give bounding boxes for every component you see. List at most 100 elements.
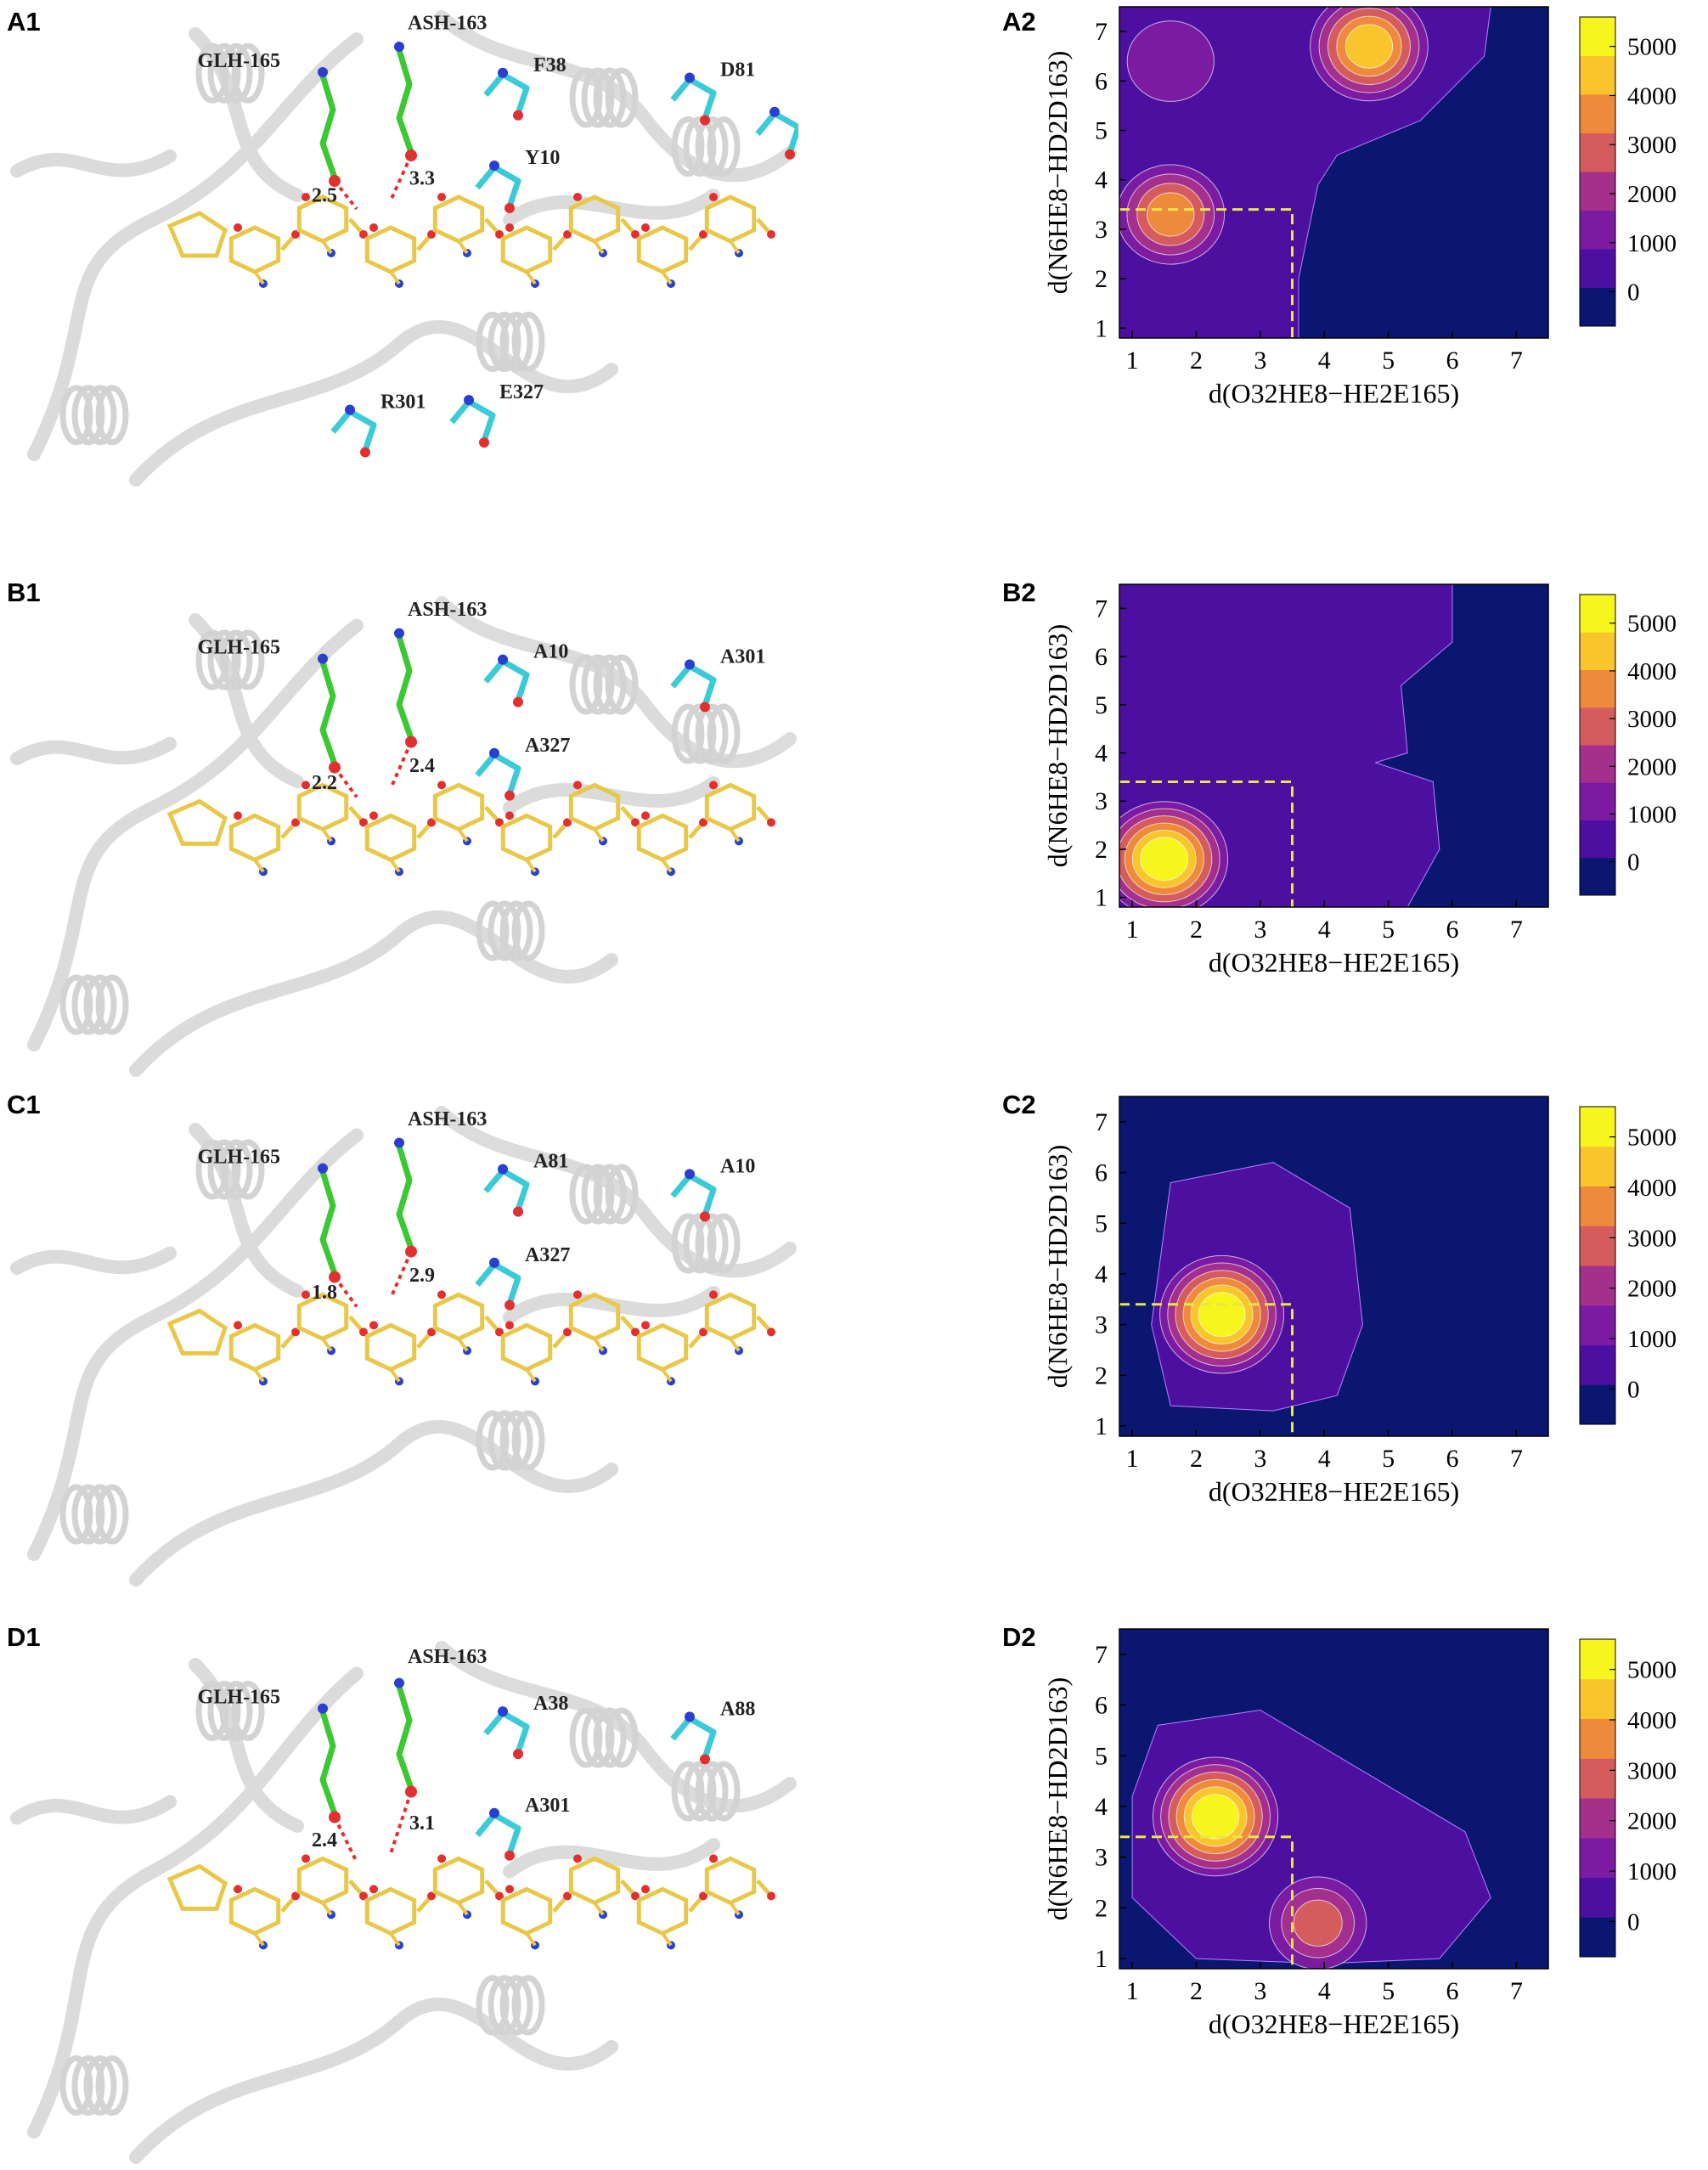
distance-label: 2.4 xyxy=(409,755,435,777)
y-tick-label: 7 xyxy=(1095,18,1108,46)
distance-label: 1.8 xyxy=(312,1282,337,1304)
protein-helix xyxy=(231,42,265,104)
protein-helix xyxy=(581,1164,615,1225)
oxygen-atom xyxy=(513,696,523,707)
hydrogen-bond xyxy=(389,1250,413,1299)
x-tick-label: 2 xyxy=(1190,1445,1203,1473)
colorbar-segment xyxy=(1580,1384,1615,1425)
oxygen-atom xyxy=(767,818,775,827)
y-tick-label: 1 xyxy=(1095,314,1108,342)
protein-helix xyxy=(231,629,265,690)
catalytic-residues xyxy=(318,628,417,774)
threshold-dashed-line xyxy=(1119,208,1294,338)
colorbar-tick-label: 1000 xyxy=(1627,1326,1677,1353)
hydrogen-bond xyxy=(333,766,358,798)
residue-stick-cyan xyxy=(670,1172,717,1216)
protein-ribbon xyxy=(10,1246,177,1275)
oxygen-atom xyxy=(505,203,515,213)
acetyl-bond xyxy=(729,1338,741,1352)
sugar-ring xyxy=(228,1322,281,1372)
sugar-ring xyxy=(296,1856,349,1906)
oxygen-atom xyxy=(427,230,436,239)
y-axis-label: d(N6HE8−HD2D163) xyxy=(1042,1145,1073,1388)
hydrogen-bond xyxy=(389,741,413,790)
residue-label-green: GLH-165 xyxy=(198,1687,280,1709)
residue-label-cyan: A88 xyxy=(720,1698,755,1720)
oxygen-atom xyxy=(563,230,572,239)
colorbar-tick-label: 2000 xyxy=(1627,1808,1677,1835)
oxygen-atom xyxy=(767,1891,775,1901)
y-tick-label: 7 xyxy=(1095,1641,1108,1669)
colorbar-segment xyxy=(1580,94,1615,133)
x-tick-label: 7 xyxy=(1510,1977,1523,2005)
nitrogen-atom xyxy=(489,1807,499,1818)
protein-helix xyxy=(695,703,729,764)
contour-peak-1-level-5 xyxy=(1147,192,1195,237)
nitrogen-atom xyxy=(489,161,499,171)
protein-helix xyxy=(231,1681,265,1741)
protein-helix xyxy=(488,900,521,961)
x-tick-label: 6 xyxy=(1446,1977,1458,2005)
colorbar-tick-label: 4000 xyxy=(1627,1707,1677,1734)
residue-stick-cyan xyxy=(483,1168,530,1211)
colorbar-tick-label: 0 xyxy=(1627,279,1640,307)
protein-helix xyxy=(683,703,717,764)
contour-peak-2-level-4 xyxy=(1293,1899,1343,1947)
x-tick-label: 3 xyxy=(1254,1445,1266,1473)
x-axis-label: d(O32HE8−HE2E165) xyxy=(1209,2009,1459,2039)
oxygen-atom xyxy=(359,1891,368,1901)
protein-helix xyxy=(569,654,603,715)
oxygen-atom xyxy=(495,1891,504,1901)
oxygen-atom xyxy=(563,818,572,827)
y-tick-label: 4 xyxy=(1095,166,1108,194)
acetyl-bond xyxy=(253,1932,265,1947)
oxygen-atom xyxy=(359,818,368,827)
oxygen-atom xyxy=(479,437,489,448)
x-tick-label: 1 xyxy=(1126,1445,1139,1473)
residue-label-green: GLH-165 xyxy=(198,50,280,72)
acetyl-bond xyxy=(253,1368,265,1383)
nitrogen-atom xyxy=(685,72,695,83)
oxygen-atom xyxy=(495,818,504,827)
residue-stick-cyan xyxy=(670,1715,717,1759)
colorbar-segment xyxy=(1580,132,1615,172)
threshold-dashed-line xyxy=(1119,781,1294,907)
x-tick-label: 7 xyxy=(1510,347,1523,375)
colorbar-segment xyxy=(1580,782,1615,820)
y-tick-label: 3 xyxy=(1095,1844,1108,1872)
residue-label-cyan: E327 xyxy=(499,381,544,403)
residue-label-cyan: A327 xyxy=(525,1244,570,1266)
residue-label-green: GLH-165 xyxy=(198,637,280,659)
colorbar-segment xyxy=(1580,632,1615,670)
nitrogen-atom xyxy=(769,106,780,117)
residue-label-cyan: A301 xyxy=(525,1795,570,1817)
nitrogen-atom xyxy=(685,1169,695,1180)
colorbar-segment xyxy=(1580,820,1615,859)
protein-helix xyxy=(83,2055,117,2116)
protein-helix xyxy=(476,1410,510,1471)
protein-helix xyxy=(671,1213,705,1274)
protein-helix xyxy=(83,385,117,446)
protein-helix xyxy=(195,1681,229,1741)
acetyl-bond xyxy=(457,1338,469,1352)
sugar-ring xyxy=(704,1856,757,1906)
colorbar-frame xyxy=(1579,594,1616,896)
oxygen-atom xyxy=(631,818,640,827)
molecule-panel-c1: GLH-165 ASH-163 1.8 2.9 A81 A10 A327 xyxy=(10,1106,797,1587)
residue-stick-green xyxy=(319,1711,338,1815)
plot-frame xyxy=(1119,1096,1549,1437)
acetyl-bond xyxy=(661,1368,673,1383)
protein-helix xyxy=(59,385,93,446)
protein-helix xyxy=(71,1484,105,1545)
protein-helix xyxy=(605,1164,639,1225)
acetyl-bond xyxy=(593,1338,605,1352)
oxygen-atom xyxy=(505,1885,514,1894)
sugar-ring xyxy=(166,798,228,846)
protein-ribbon xyxy=(10,149,177,178)
protein-helix xyxy=(593,1707,627,1768)
protein-helix xyxy=(95,2055,129,2116)
contour-plot-d2: 1 2 3 4 5 6 7 1 2 3 4 5 6 7 d(O32HE8−HE2E165) d(N6HE8−H… xyxy=(1042,1628,1677,2039)
contour-plot-b2: 1 2 3 4 5 6 7 1 2 3 4 5 6 7 d(O32HE8−HE2E165) d(N6HE8−H… xyxy=(1042,583,1677,978)
sugar-ring xyxy=(636,813,689,863)
y-tick-label: 6 xyxy=(1095,643,1108,671)
